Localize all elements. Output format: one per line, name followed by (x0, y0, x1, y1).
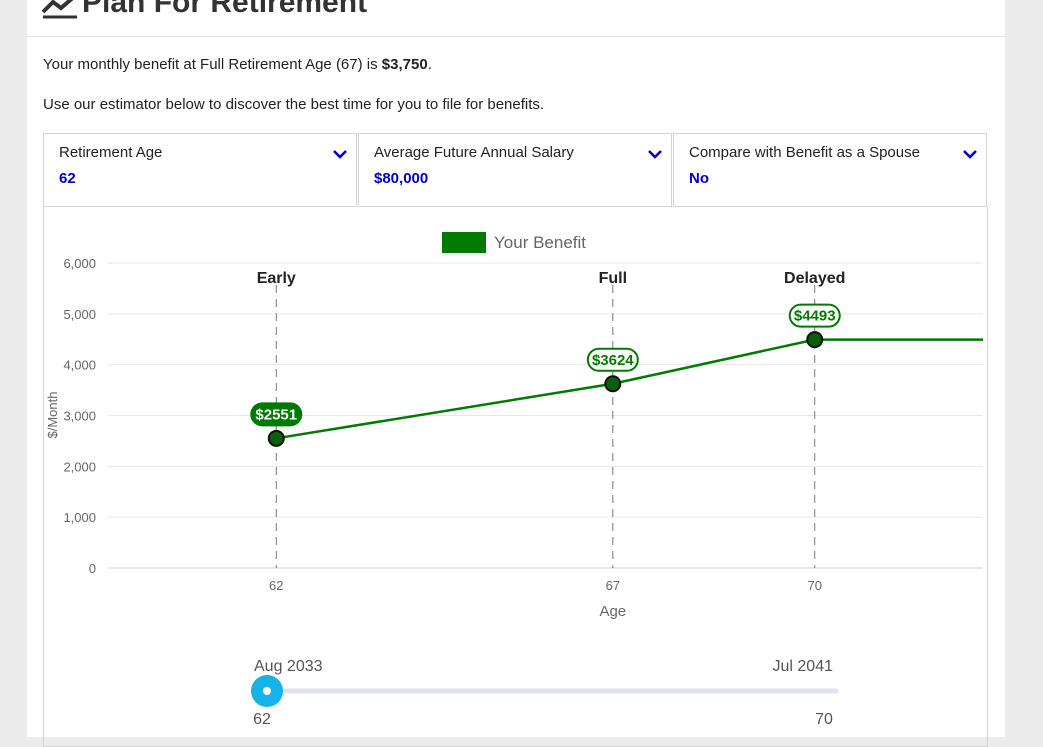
slider-handle-dot (263, 687, 271, 695)
benefit-summary-suffix: . (427, 56, 432, 73)
retirement-age-label: Retirement Age (59, 144, 163, 161)
x-tick-label: 62 (269, 578, 283, 593)
y-tick-label: 5,000 (63, 307, 96, 322)
age-marker-label: Delayed (784, 270, 845, 287)
annual-salary-label: Average Future Annual Salary (374, 144, 574, 161)
spouse-compare-value: No (689, 170, 709, 187)
slider-end-date: Jul 2041 (773, 658, 834, 675)
value-callout-label: $4493 (794, 308, 836, 325)
chevron-down-icon[interactable] (332, 148, 348, 160)
value-callout-label: $2551 (255, 406, 297, 423)
retirement-age-dropdown[interactable]: Retirement Age 62 (43, 133, 357, 207)
legend-swatch (442, 232, 486, 253)
slider-max-label: 70 (815, 711, 833, 728)
chart-panel: Your Benefit 0 1,000 2,000 3,000 4,000 5,000 6,… (43, 207, 988, 747)
y-tick-label: 6,000 (63, 256, 96, 271)
value-callout-label: $3624 (592, 352, 634, 369)
y-tick-label: 0 (89, 561, 96, 576)
age-marker-label: Early (257, 270, 296, 287)
value-callout (788, 303, 841, 328)
y-tick-label: 1,000 (63, 510, 96, 525)
slider-start-date: Aug 2033 (254, 658, 323, 675)
x-tick-label: 70 (807, 578, 821, 593)
benefit-amount: $3,750 (381, 56, 428, 73)
card-header: Plan For Retirement (27, 0, 1005, 37)
retirement-age-value: 62 (59, 170, 76, 187)
annual-salary-dropdown[interactable]: Average Future Annual Salary $80,000 (358, 133, 672, 207)
annual-salary-value: $80,000 (374, 170, 429, 187)
x-tick-label: 67 (606, 578, 620, 593)
value-callout (250, 402, 303, 427)
benefit-series-line (276, 338, 983, 440)
legend-label: Your Benefit (494, 233, 586, 252)
spouse-compare-label: Compare with Benefit as a Spouse (689, 144, 920, 161)
y-axis-label: $/Month (45, 392, 60, 439)
benefit-summary: Your monthly benefit at Full Retirement … (43, 56, 432, 73)
trending-up-icon (41, 0, 77, 19)
benefit-summary-prefix: Your monthly benefit at Full Retirement … (43, 56, 382, 73)
slider-min-label: 62 (253, 711, 271, 728)
benefit-point[interactable] (267, 429, 285, 447)
estimator-description: Use our estimator below to discover the … (43, 96, 545, 113)
benefit-point[interactable] (604, 375, 622, 393)
y-tick-label: 3,000 (63, 409, 96, 424)
benefit-chart: Your Benefit 0 1,000 2,000 3,000 4,000 5,000 6,… (45, 232, 983, 728)
spouse-compare-dropdown[interactable]: Compare with Benefit as a Spouse No (673, 133, 987, 207)
x-axis-label: Age (599, 603, 626, 620)
page-title: Plan For Retirement (82, 0, 368, 19)
value-callout (586, 347, 639, 372)
chevron-down-icon[interactable] (647, 148, 663, 160)
benefit-point[interactable] (806, 331, 824, 349)
retirement-card: Plan For Retirement Your monthly benefit… (27, 0, 1005, 747)
y-tick-label: 4,000 (63, 358, 96, 373)
age-marker-label: Full (599, 270, 627, 287)
chevron-down-icon[interactable] (962, 148, 978, 160)
y-tick-label: 2,000 (63, 459, 96, 474)
